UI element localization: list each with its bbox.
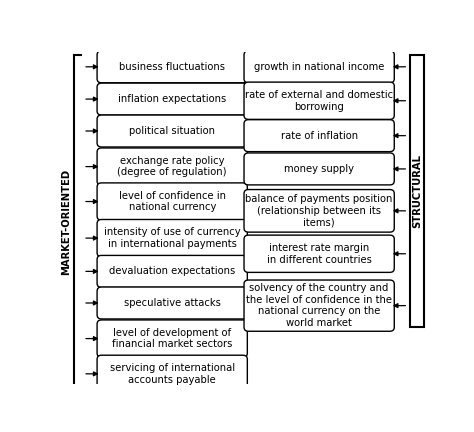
FancyBboxPatch shape xyxy=(244,120,394,152)
Text: speculative attacks: speculative attacks xyxy=(124,298,221,308)
Text: money supply: money supply xyxy=(284,164,354,174)
Text: intensity of use of currency
in international payments: intensity of use of currency in internat… xyxy=(104,227,240,249)
FancyBboxPatch shape xyxy=(244,280,394,331)
FancyBboxPatch shape xyxy=(244,190,394,232)
FancyBboxPatch shape xyxy=(97,183,247,220)
FancyBboxPatch shape xyxy=(244,51,394,83)
Text: rate of inflation: rate of inflation xyxy=(281,130,358,141)
FancyBboxPatch shape xyxy=(244,235,394,273)
Text: solvency of the country and
the level of confidence in the
national currency on : solvency of the country and the level of… xyxy=(246,283,392,328)
FancyBboxPatch shape xyxy=(244,82,394,119)
Text: rate of external and domestic
borrowing: rate of external and domestic borrowing xyxy=(245,90,393,111)
Text: business fluctuations: business fluctuations xyxy=(119,62,225,72)
FancyBboxPatch shape xyxy=(97,115,247,147)
Text: level of development of
financial market sectors: level of development of financial market… xyxy=(112,328,232,349)
FancyBboxPatch shape xyxy=(97,51,247,83)
Text: devaluation expectations: devaluation expectations xyxy=(109,267,235,276)
FancyBboxPatch shape xyxy=(97,287,247,319)
Text: servicing of international
accounts payable: servicing of international accounts paya… xyxy=(109,363,235,384)
Text: exchange rate policy
(degree of regulation): exchange rate policy (degree of regulati… xyxy=(118,156,227,178)
FancyBboxPatch shape xyxy=(97,83,247,115)
FancyBboxPatch shape xyxy=(97,148,247,185)
Text: political situation: political situation xyxy=(129,126,215,136)
Text: interest rate margin
in different countries: interest rate margin in different countr… xyxy=(267,243,372,264)
Text: inflation expectations: inflation expectations xyxy=(118,94,227,104)
FancyBboxPatch shape xyxy=(244,153,394,185)
FancyBboxPatch shape xyxy=(97,320,247,357)
FancyBboxPatch shape xyxy=(97,255,247,287)
Text: growth in national income: growth in national income xyxy=(254,62,384,72)
FancyBboxPatch shape xyxy=(97,219,247,257)
Text: MARKET-ORIENTED: MARKET-ORIENTED xyxy=(61,168,71,275)
Text: STRUCTURAL: STRUCTURAL xyxy=(412,154,422,228)
Text: balance of payments position
(relationship between its
items): balance of payments position (relationsh… xyxy=(246,194,393,227)
FancyBboxPatch shape xyxy=(410,55,424,327)
FancyBboxPatch shape xyxy=(97,355,247,392)
Text: level of confidence in
national currency: level of confidence in national currency xyxy=(118,191,226,212)
